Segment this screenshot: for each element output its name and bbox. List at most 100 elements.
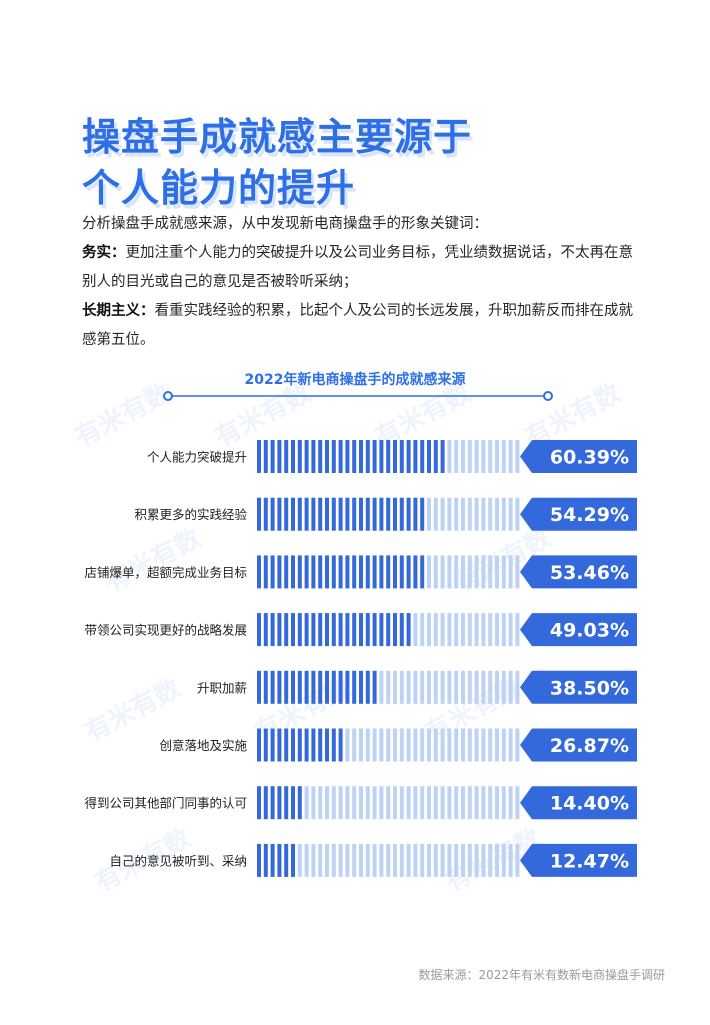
intro-paragraph: 务实：更加注重个人能力的突破提升以及公司业务目标，凭业绩数据说话，不太再在意别人…: [82, 239, 642, 297]
bar-stripe-empty: [467, 843, 472, 877]
bar-stripe-empty: [447, 843, 452, 877]
bar-stripe-filled: [393, 440, 397, 473]
bar-stripe-empty: [461, 843, 465, 877]
bar-stripe-empty: [495, 497, 499, 531]
bar-stripe-empty: [393, 843, 397, 877]
bar-stripe-empty: [386, 786, 391, 820]
intro-text: 分析操盘手成就感来源，从中发现新电商操盘手的形象关键词： 务实：更加注重个人能力…: [82, 210, 642, 355]
value-label: 14.40%: [550, 793, 629, 815]
bar-stripe-filled: [352, 440, 357, 473]
bar-stripe-empty: [413, 843, 418, 877]
bar-stripe-empty: [467, 497, 472, 531]
bar-stripe-filled: [311, 670, 316, 704]
bar-stripe-filled: [318, 728, 323, 762]
bar-stripe-empty: [318, 843, 323, 877]
bar-stripe-empty: [467, 728, 472, 762]
bar-stripe-filled: [311, 440, 316, 473]
bar-stripe-empty: [508, 555, 513, 589]
bar-stripe-filled: [379, 613, 384, 647]
bar-stripe-empty: [481, 670, 486, 704]
bar-stripe-empty: [488, 786, 493, 820]
value-badge: [520, 843, 637, 877]
bar-stripe-empty: [372, 786, 377, 820]
bar-stripe-filled: [270, 613, 275, 647]
bar-stripe-filled: [325, 555, 329, 589]
bar-stripe-filled: [379, 555, 384, 589]
bar-stripe-filled: [325, 497, 329, 531]
bar-stripe-empty: [365, 728, 370, 762]
bar-stripe-filled: [352, 497, 357, 531]
bar-stripe-filled: [372, 497, 377, 531]
bar-stripe-filled: [291, 728, 295, 762]
bar-stripe-filled: [365, 670, 370, 704]
bar-stripe-empty: [461, 497, 465, 531]
bar-stripe-filled: [359, 670, 363, 704]
bar-stripe-filled: [304, 728, 309, 762]
bar-stripe-empty: [515, 786, 520, 820]
bar-stripe-empty: [406, 786, 411, 820]
bar-stripe-filled: [291, 555, 295, 589]
bar-stripe-filled: [338, 497, 343, 531]
bar-stripe-empty: [481, 728, 486, 762]
bar-stripe-filled: [399, 497, 404, 531]
bar-stripe-filled: [284, 786, 289, 820]
bar-stripe-filled: [352, 555, 357, 589]
bar-stripe-empty: [461, 728, 465, 762]
bar-stripe-empty: [488, 843, 493, 877]
bar-stripe-filled: [399, 613, 404, 647]
bar-stripe-filled: [284, 613, 289, 647]
bar-stripe-empty: [359, 728, 363, 762]
bar-stripe-filled: [318, 670, 323, 704]
bar-stripe-empty: [359, 843, 363, 877]
bar-stripe-filled: [338, 440, 343, 473]
bar-stripe-filled: [270, 440, 275, 473]
bar-stripe-empty: [325, 786, 329, 820]
bar-stripe-empty: [454, 786, 459, 820]
bar-stripe-filled: [440, 440, 445, 473]
value-badge: [520, 440, 637, 473]
bar-stripe-filled: [365, 613, 370, 647]
bar-stripe-empty: [461, 440, 465, 473]
bar-stripe-empty: [413, 670, 418, 704]
bar-stripe-empty: [474, 843, 479, 877]
bar-stripe-empty: [427, 728, 431, 762]
bar-stripe-filled: [406, 613, 411, 647]
bar-stripe-empty: [379, 843, 384, 877]
bar-stripe-empty: [427, 670, 431, 704]
bar-stripe-empty: [352, 786, 357, 820]
bar-stripe-empty: [447, 613, 452, 647]
bar-stripe-empty: [488, 728, 493, 762]
bar-stripe-empty: [467, 555, 472, 589]
bar-stripe-empty: [338, 843, 343, 877]
bar-stripe-filled: [318, 497, 323, 531]
value-badge: [520, 670, 637, 704]
bar-stripe-filled: [297, 555, 302, 589]
bar-stripe-empty: [474, 670, 479, 704]
bar-stripe-empty: [440, 786, 445, 820]
bar-stripe-filled: [304, 670, 309, 704]
bar-stripe-filled: [263, 497, 268, 531]
source-note: 数据来源：2022年有米有数新电商操盘手调研: [418, 968, 665, 982]
bar-stripe-filled: [270, 786, 275, 820]
bar-stripe-filled: [277, 613, 282, 647]
bar-stripe-filled: [345, 497, 350, 531]
category-label: 自己的意见被听到、采纳: [109, 853, 247, 868]
bar-stripe-filled: [413, 440, 418, 473]
bar-stripe-empty: [515, 843, 520, 877]
bar-stripe-empty: [311, 786, 316, 820]
bar-stripe-empty: [399, 728, 404, 762]
bar-stripe-filled: [399, 555, 404, 589]
bar-stripe-filled: [270, 555, 275, 589]
bar-stripe-empty: [495, 440, 499, 473]
category-label: 店铺爆单，超额完成业务目标: [84, 565, 247, 580]
bar-stripe-empty: [515, 728, 520, 762]
bar-stripe-empty: [365, 843, 370, 877]
bar-stripe-empty: [399, 670, 404, 704]
bar-stripe-empty: [359, 786, 363, 820]
bar-stripe-filled: [386, 440, 391, 473]
bar-stripe-empty: [406, 843, 411, 877]
bar-stripe-empty: [501, 440, 506, 473]
bar-stripe-empty: [495, 613, 499, 647]
bar-stripe-filled: [399, 440, 404, 473]
bar-stripe-filled: [345, 555, 350, 589]
